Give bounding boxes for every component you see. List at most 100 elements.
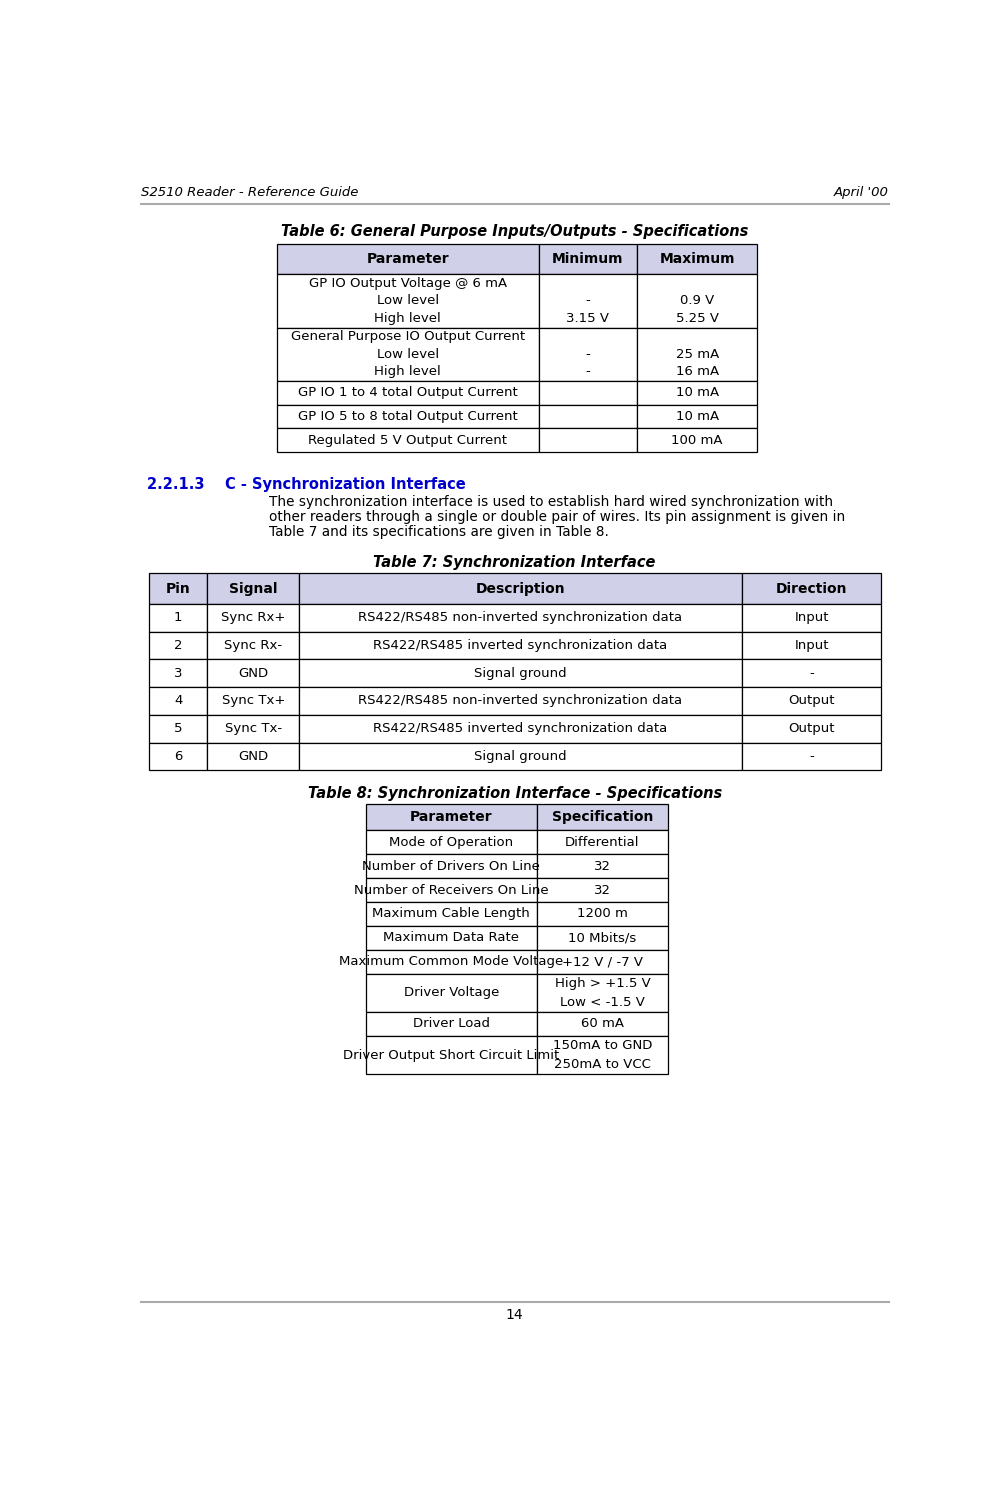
Bar [366,878,537,902]
Bar [276,274,539,328]
Text: Sync Rx+: Sync Rx+ [221,611,285,625]
Bar [539,274,637,328]
Text: Output: Output [789,722,835,735]
Text: 10 mA: 10 mA [675,410,719,423]
Bar [742,659,881,687]
Text: Description: Description [475,581,566,595]
Bar [742,573,881,604]
Bar [742,604,881,632]
Text: Input: Input [794,640,829,652]
Text: 10 mA: 10 mA [675,386,719,400]
Bar [637,404,757,428]
Bar [366,950,537,974]
Text: GP IO 1 to 4 total Output Current: GP IO 1 to 4 total Output Current [297,386,518,400]
Bar [537,878,668,902]
Bar [366,854,537,878]
Bar [276,428,539,452]
Text: Parameter: Parameter [367,252,449,265]
Bar [539,243,637,274]
Text: Low level: Low level [377,347,439,361]
Bar [149,573,207,604]
Bar [742,743,881,771]
Text: RS422/RS485 non-inverted synchronization data: RS422/RS485 non-inverted synchronization… [359,611,682,625]
Text: 1: 1 [174,611,183,625]
Bar [637,274,757,328]
Text: Low level: Low level [377,294,439,307]
Text: RS422/RS485 non-inverted synchronization data: RS422/RS485 non-inverted synchronization… [359,695,682,708]
Text: Signal: Signal [229,581,277,595]
Text: other readers through a single or double pair of wires. Its pin assignment is gi: other readers through a single or double… [269,510,845,523]
Text: 25 mA: 25 mA [675,347,719,361]
Text: S2510 Reader - Reference Guide: S2510 Reader - Reference Guide [141,185,359,198]
Text: Signal ground: Signal ground [474,750,567,763]
Text: Parameter: Parameter [410,810,492,825]
Text: Regulated 5 V Output Current: Regulated 5 V Output Current [309,434,508,447]
Bar [276,328,539,380]
Text: Number of Receivers On Line: Number of Receivers On Line [354,884,549,896]
Bar [276,404,539,428]
Text: 0.9 V: 0.9 V [680,294,715,307]
Bar [537,974,668,1012]
Bar [207,743,299,771]
Text: Maximum Cable Length: Maximum Cable Length [373,908,530,920]
Bar [149,687,207,714]
Bar [539,328,637,380]
Bar [742,714,881,743]
Text: Maximum Common Mode Voltage: Maximum Common Mode Voltage [339,956,564,968]
Text: Maximum: Maximum [659,252,735,265]
Bar [539,380,637,404]
Text: General Purpose IO Output Current: General Purpose IO Output Current [290,330,525,343]
Text: Mode of Operation: Mode of Operation [389,836,514,848]
Text: +12 V / -7 V: +12 V / -7 V [562,956,643,968]
Bar [299,604,742,632]
Text: Number of Drivers On Line: Number of Drivers On Line [363,860,541,872]
Bar [149,604,207,632]
Text: 1200 m: 1200 m [577,908,628,920]
Bar [637,243,757,274]
Bar [537,1036,668,1075]
Text: Driver Output Short Circuit Limit: Driver Output Short Circuit Limit [343,1048,560,1062]
Bar [539,404,637,428]
Bar [299,714,742,743]
Text: 4: 4 [174,695,182,708]
Text: Direction: Direction [776,581,847,595]
Bar [366,1036,537,1075]
Bar [539,428,637,452]
Bar [537,902,668,926]
Bar [537,854,668,878]
Text: 10 Mbits/s: 10 Mbits/s [568,932,636,944]
Bar [366,926,537,950]
Text: 6: 6 [174,750,182,763]
Text: The synchronization interface is used to establish hard wired synchronization wi: The synchronization interface is used to… [269,495,833,510]
Text: Differential: Differential [565,836,639,848]
Text: Table 6: General Purpose Inputs/Outputs - Specifications: Table 6: General Purpose Inputs/Outputs … [281,224,749,239]
Text: High level: High level [374,365,441,379]
Bar [742,632,881,659]
Text: 32: 32 [594,884,611,896]
Bar [366,902,537,926]
Bar [366,974,537,1012]
Text: 3: 3 [174,666,183,680]
Bar [276,243,539,274]
Text: High level: High level [374,312,441,325]
Bar [637,428,757,452]
Bar [149,632,207,659]
Bar [537,830,668,854]
Text: Sync Tx-: Sync Tx- [225,722,281,735]
Text: 14: 14 [506,1308,524,1321]
Text: GND: GND [238,666,268,680]
Text: GND: GND [238,750,268,763]
Text: GP IO 5 to 8 total Output Current: GP IO 5 to 8 total Output Current [297,410,518,423]
Bar [149,743,207,771]
Text: RS422/RS485 inverted synchronization data: RS422/RS485 inverted synchronization dat… [374,640,667,652]
Bar [537,1012,668,1036]
Bar [299,632,742,659]
Text: Sync Rx-: Sync Rx- [224,640,282,652]
Text: Driver Voltage: Driver Voltage [404,987,498,999]
Bar [207,632,299,659]
Bar [299,687,742,714]
Bar [537,926,668,950]
Bar [149,714,207,743]
Text: -: - [586,347,590,361]
Bar [366,804,537,830]
